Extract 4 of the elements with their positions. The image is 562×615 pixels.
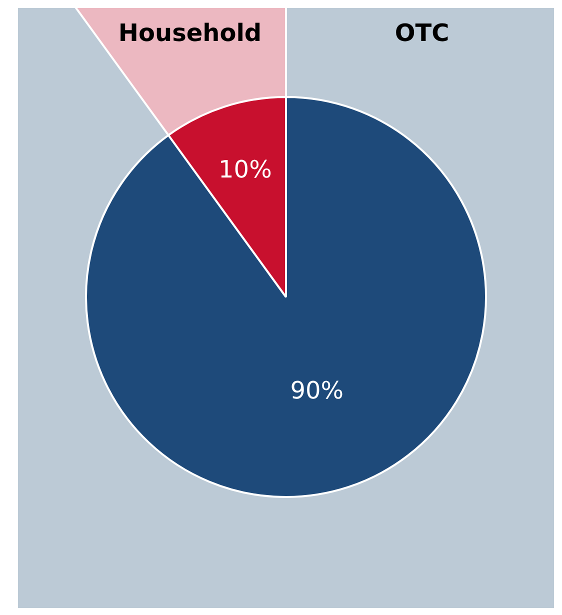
slice-label: OTC bbox=[394, 19, 450, 48]
slice-label: Household bbox=[118, 19, 262, 48]
data-label: 10% bbox=[218, 156, 272, 184]
data-label: 90% bbox=[290, 376, 344, 404]
